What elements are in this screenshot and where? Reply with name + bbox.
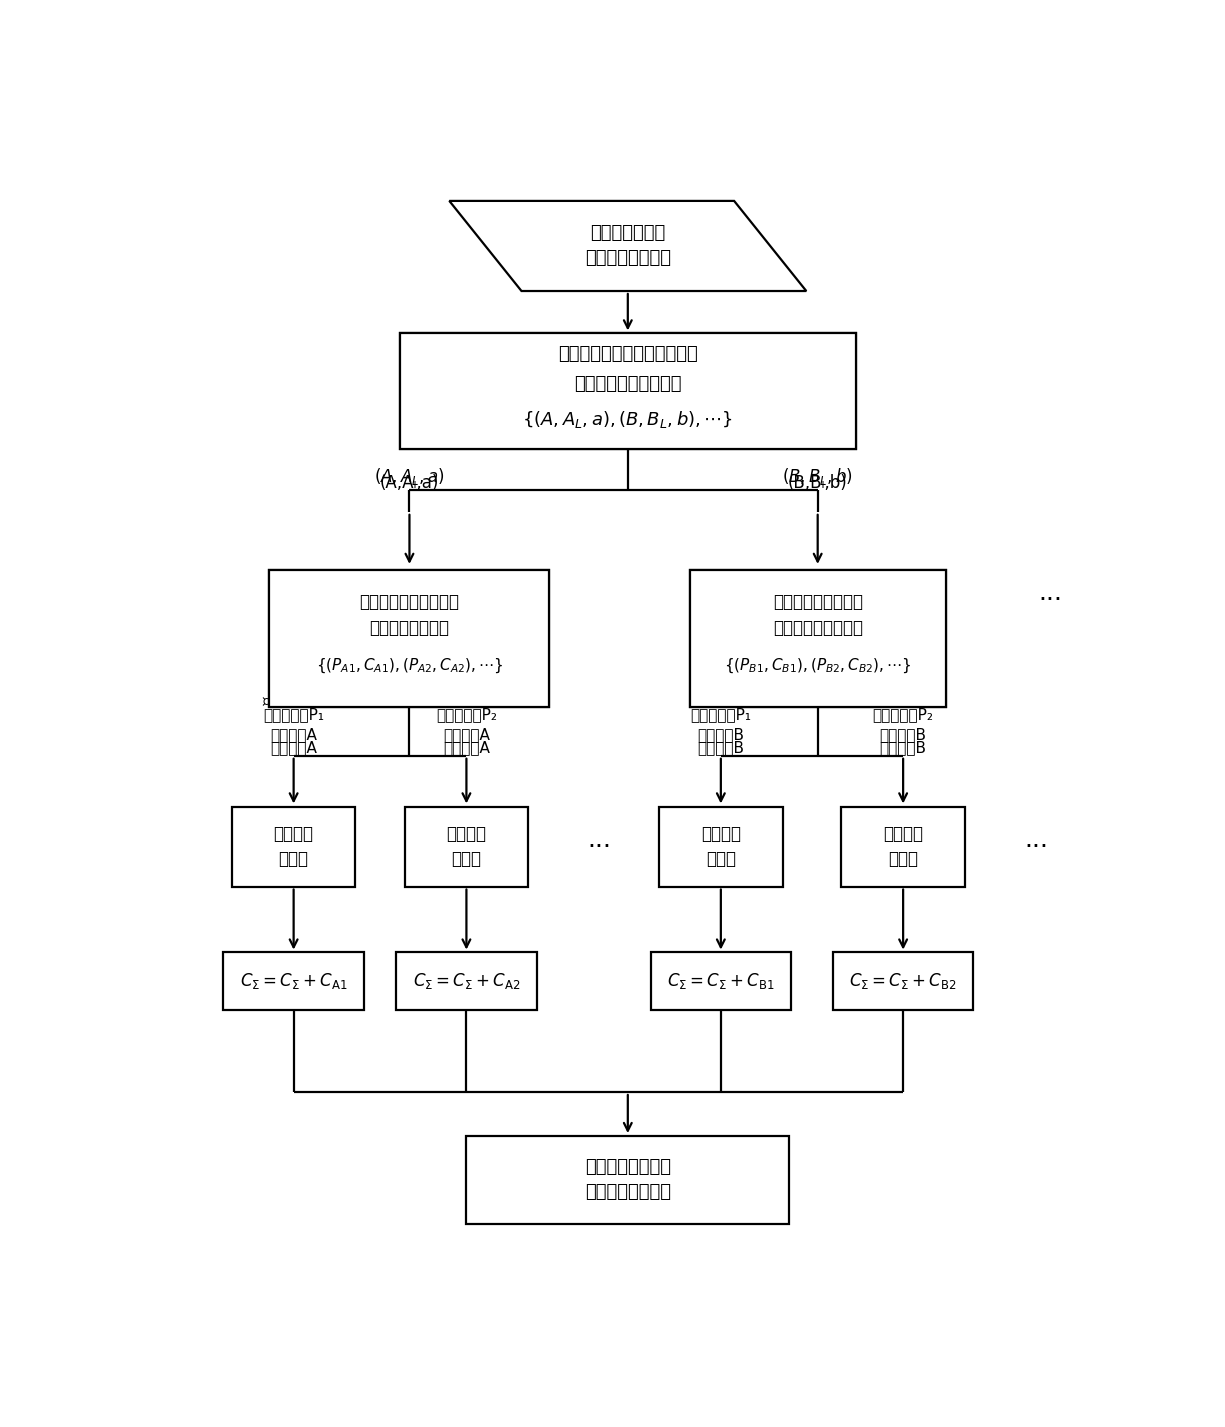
Text: 可增加支援的能力的操
作及其对应的代价
{(P₁,C₁),(P₂,C₂),⋯}: 可增加支援的能力的操 作及其对应的代价 {(P₁,C₁),(P₂,C₂),⋯}	[332, 604, 488, 672]
Text: $(B,B_{L},b)$: $(B,B_{L},b)$	[783, 465, 853, 487]
Text: 一级馈线
子程序: 一级馈线 子程序	[883, 825, 924, 869]
Text: $C_{\Sigma}=C_{\Sigma}+C_{\mathrm{A1}}$: $C_{\Sigma}=C_{\Sigma}+C_{\mathrm{A1}}$	[240, 970, 348, 990]
FancyBboxPatch shape	[650, 952, 791, 1010]
Text: 作及其对应的代价: 作及其对应的代价	[370, 618, 450, 636]
Text: (A,Aₗ,a): (A,Aₗ,a)	[380, 474, 439, 492]
FancyBboxPatch shape	[690, 569, 946, 706]
FancyBboxPatch shape	[404, 808, 528, 886]
Text: 后的馈线A: 后的馈线A	[443, 741, 490, 755]
Text: 对实施操作P₂
后的馈线B: 对实施操作P₂ 后的馈线B	[872, 708, 933, 742]
Text: 一级馈线
子程序: 一级馈线 子程序	[446, 825, 486, 869]
FancyBboxPatch shape	[232, 808, 355, 886]
Text: 读取失电区域的
一、二级馈线数据: 读取失电区域的 一、二级馈线数据	[584, 224, 671, 267]
Text: 后的馈线B: 后的馈线B	[697, 741, 745, 755]
Text: 对实施操作P₁
后的馈线A: 对实施操作P₁ 后的馈线A	[263, 708, 325, 742]
Text: (B,Bₗ,b): (B,Bₗ,b)	[788, 474, 848, 492]
FancyBboxPatch shape	[842, 808, 965, 886]
Text: ···: ···	[1039, 588, 1062, 612]
Text: {$(A,A_{L},a),(B,B_{L},b),\cdots$}: {$(A,A_{L},a),(B,B_{L},b),\cdots$}	[522, 410, 734, 430]
FancyBboxPatch shape	[833, 952, 974, 1010]
Text: 构建一级馈线、其支路及与该
支路对应二级馈线集：
{(A,Aₗ,a),(B,Bₗ,b),⋯}: 构建一级馈线、其支路及与该 支路对应二级馈线集： {(A,Aₗ,a),(B,Bₗ…	[537, 357, 719, 425]
Text: $C_{\Sigma}=C_{\Sigma}+C_{\mathrm{B1}}$: $C_{\Sigma}=C_{\Sigma}+C_{\mathrm{B1}}$	[666, 970, 774, 990]
Text: $(A,A_{L},a)$: $(A,A_{L},a)$	[374, 465, 445, 487]
Text: 对实施操作$P_{B1}$: 对实施操作$P_{B1}$	[690, 691, 752, 709]
Polygon shape	[450, 201, 806, 291]
Text: 后的馈线B: 后的馈线B	[880, 741, 926, 755]
Text: 作及其对应的代价: 作及其对应的代价	[370, 619, 450, 638]
FancyBboxPatch shape	[399, 334, 855, 448]
Text: 可增加支援的能力的操: 可增加支援的能力的操	[359, 596, 459, 614]
Text: 对实施操作$P_{B2}$: 对实施操作$P_{B2}$	[872, 691, 935, 709]
FancyBboxPatch shape	[659, 808, 783, 886]
Text: ···: ···	[1024, 835, 1049, 859]
Text: 支路对应二级馈线集：: 支路对应二级馈线集：	[575, 375, 681, 394]
FancyBboxPatch shape	[399, 334, 855, 448]
FancyBboxPatch shape	[396, 952, 537, 1010]
Text: $C_{\Sigma}=C_{\Sigma}+C_{\mathrm{A2}}$: $C_{\Sigma}=C_{\Sigma}+C_{\mathrm{A2}}$	[413, 970, 521, 990]
Text: ···: ···	[587, 835, 611, 859]
Text: {$(P_{A1},C_{A1}),(P_{A2},C_{A2}),\cdots$}: {$(P_{A1},C_{A1}),(P_{A2},C_{A2}),\cdots…	[316, 651, 503, 669]
Text: 一级馈线
子程序: 一级馈线 子程序	[273, 825, 314, 869]
FancyBboxPatch shape	[270, 569, 550, 706]
FancyBboxPatch shape	[270, 569, 550, 706]
Text: 对实施操作$P_{A2}$: 对实施操作$P_{A2}$	[435, 691, 497, 709]
Text: {$(P_{A1},C_{A1}),(P_{A2},C_{A2}),\cdots$}: {$(P_{A1},C_{A1}),(P_{A2},C_{A2}),\cdots…	[316, 656, 503, 675]
Text: 构建一级馈线、其支路及与该: 构建一级馈线、其支路及与该	[557, 345, 698, 362]
FancyBboxPatch shape	[467, 1136, 789, 1224]
Text: 可增加支援的能力的
操作及其对应的代价
{(P₁,C₁),(P₂,C₂),⋯}: 可增加支援的能力的 操作及其对应的代价 {(P₁,C₁),(P₂,C₂),⋯}	[740, 604, 895, 672]
Text: 对实施操作P₂
后的馈线A: 对实施操作P₂ 后的馈线A	[436, 708, 497, 742]
Text: 对实施操作P₁
后的馈线B: 对实施操作P₁ 后的馈线B	[691, 708, 751, 742]
Text: 后的馈线A: 后的馈线A	[271, 741, 317, 755]
Text: 操作及其对应的代价: 操作及其对应的代价	[773, 619, 862, 638]
Text: 对实施操作$P_{A1}$: 对实施操作$P_{A1}$	[262, 691, 325, 709]
Text: 可增加支援的能力的操: 可增加支援的能力的操	[359, 594, 459, 611]
Text: 一级馈线
子程序: 一级馈线 子程序	[701, 825, 741, 869]
FancyBboxPatch shape	[690, 569, 946, 706]
Text: 生成含有对应代价
的实时等效源点表: 生成含有对应代价 的实时等效源点表	[584, 1159, 671, 1202]
Text: $C_{\Sigma}=C_{\Sigma}+C_{\mathrm{B2}}$: $C_{\Sigma}=C_{\Sigma}+C_{\mathrm{B2}}$	[849, 970, 957, 990]
Text: 可增加支援的能力的: 可增加支援的能力的	[773, 594, 862, 611]
Text: {$(P_{B1},C_{B1}),(P_{B2},C_{B2}),\cdots$}: {$(P_{B1},C_{B1}),(P_{B2},C_{B2}),\cdots…	[724, 656, 911, 675]
FancyBboxPatch shape	[223, 952, 364, 1010]
